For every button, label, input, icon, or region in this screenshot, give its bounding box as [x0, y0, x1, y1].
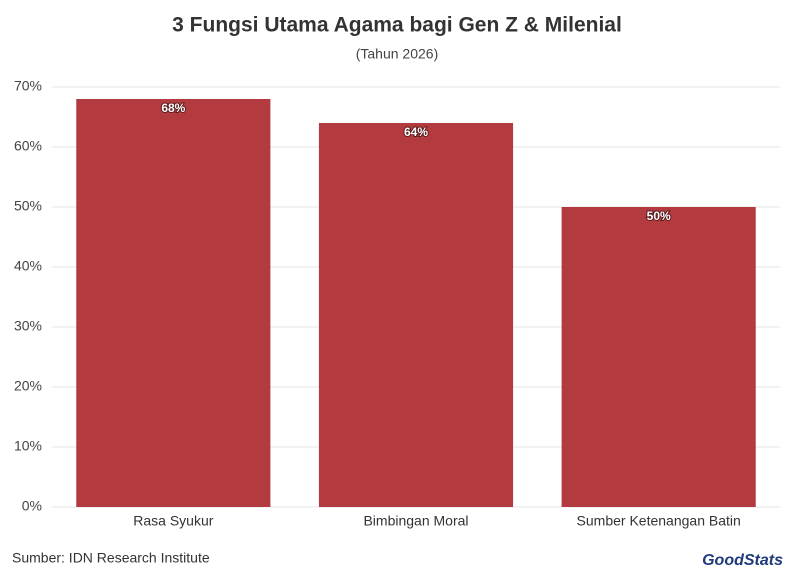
bar — [76, 99, 271, 507]
y-tick-label: 0% — [22, 498, 42, 514]
y-tick-label: 30% — [14, 318, 42, 334]
logo: GoodStats — [702, 552, 783, 569]
x-tick-label: Rasa Syukur — [133, 513, 213, 529]
y-tick-label: 10% — [14, 438, 42, 454]
bar — [318, 123, 514, 507]
x-tick-label: Sumber Ketenangan Batin — [577, 513, 741, 529]
y-tick-label: 50% — [14, 198, 42, 214]
chart-subtitle: (Tahun 2026) — [356, 46, 439, 62]
y-tick-label: 20% — [14, 378, 42, 394]
y-tick-label: 70% — [14, 78, 42, 94]
y-tick-label: 60% — [14, 138, 42, 154]
y-tick-label: 40% — [14, 258, 42, 274]
source-note: Sumber: IDN Research Institute — [12, 550, 210, 566]
value-label: 64% — [404, 125, 428, 139]
value-label: 68% — [161, 101, 185, 115]
x-tick-label: Bimbingan Moral — [363, 513, 468, 529]
value-label: 50% — [647, 209, 671, 223]
chart-title: 3 Fungsi Utama Agama bagi Gen Z & Mileni… — [172, 14, 622, 37]
bar — [561, 207, 756, 507]
